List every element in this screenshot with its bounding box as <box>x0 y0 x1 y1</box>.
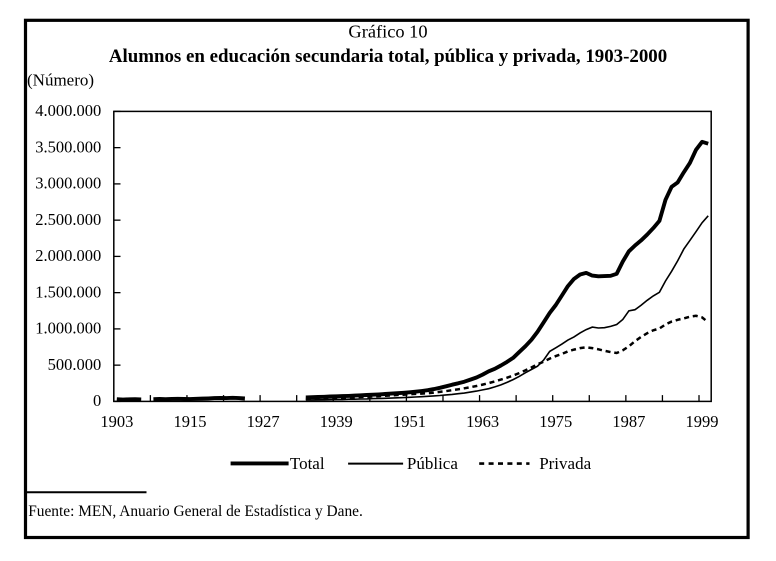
svg-text:Gráfico 10: Gráfico 10 <box>348 22 427 42</box>
svg-text:1.000.000: 1.000.000 <box>35 319 101 338</box>
svg-text:2.000.000: 2.000.000 <box>35 246 101 265</box>
svg-text:1915: 1915 <box>173 412 206 431</box>
svg-text:1951: 1951 <box>393 412 426 431</box>
svg-text:Privada: Privada <box>539 454 591 473</box>
svg-text:0: 0 <box>93 391 101 410</box>
svg-text:1939: 1939 <box>320 412 353 431</box>
svg-text:1903: 1903 <box>100 412 133 431</box>
svg-text:4.000.000: 4.000.000 <box>35 101 101 120</box>
svg-text:3.500.000: 3.500.000 <box>35 137 101 156</box>
svg-text:2.500.000: 2.500.000 <box>35 210 101 229</box>
svg-text:Pública: Pública <box>407 454 458 473</box>
svg-text:(Número): (Número) <box>27 71 94 90</box>
svg-text:1975: 1975 <box>539 412 572 431</box>
svg-text:1927: 1927 <box>247 412 280 431</box>
svg-text:Alumnos en educación secundari: Alumnos en educación secundaria total, p… <box>109 46 667 67</box>
svg-text:500.000: 500.000 <box>48 355 102 374</box>
svg-text:1.500.000: 1.500.000 <box>35 282 101 301</box>
svg-text:1999: 1999 <box>686 412 719 431</box>
svg-text:3.000.000: 3.000.000 <box>35 174 101 193</box>
svg-text:1963: 1963 <box>466 412 499 431</box>
svg-text:Fuente: MEN, Anuario General d: Fuente: MEN, Anuario General de Estadíst… <box>28 503 363 520</box>
svg-text:1987: 1987 <box>612 412 645 431</box>
svg-text:Total: Total <box>290 454 325 473</box>
